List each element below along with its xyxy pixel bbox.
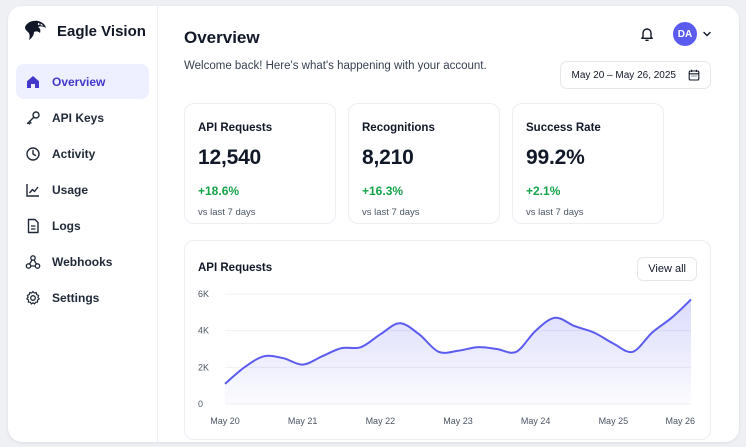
sidebar-item-usage[interactable]: Usage [16,172,149,207]
page-title: Overview [184,28,260,47]
chevron-down-icon[interactable] [701,28,713,40]
eagle-icon [22,18,48,44]
sidebar-item-overview[interactable]: Overview [16,64,149,99]
stat-period: vs last 7 days [526,207,584,218]
stat-period: vs last 7 days [198,207,256,218]
webhook-icon [24,253,42,271]
y-tick-label: 6K [198,289,209,299]
stat-period: vs last 7 days [362,207,420,218]
stats-cards: API Requests 12,540 +18.6% vs last 7 day… [184,103,676,224]
sidebar-item-activity[interactable]: Activity [16,136,149,171]
chart-icon [24,181,42,199]
page-subtitle: Welcome back! Here's what's happening wi… [184,60,487,72]
api-requests-chart: 0 2K 4K 6K May 20 May 21 May 22 May 23 May 24 May… [198,289,695,426]
key-icon [24,109,42,127]
chart-title: API Requests [198,262,273,274]
stat-label: Success Rate [526,122,601,134]
sidebar-item-label: Overview [52,74,106,89]
stat-label: Recognitions [362,122,435,134]
stat-card-recognitions: Recognitions 8,210 +16.3% vs last 7 days [348,103,500,224]
gear-icon [24,289,42,307]
sidebar: Eagle Vision Overview API Keys Activity [8,6,158,442]
stat-value: 12,540 [198,146,262,169]
stat-card-api-requests: API Requests 12,540 +18.6% vs last 7 day… [184,103,336,224]
y-tick-label: 2K [198,362,209,372]
sidebar-item-label: Activity [52,146,96,161]
main-content: Overview Welcome back! Here's what's hap… [158,6,739,442]
avatar[interactable]: DA [673,22,697,46]
sidebar-item-label: API Keys [52,110,105,125]
stat-delta: +2.1% [526,184,561,198]
sidebar-nav: Overview API Keys Activity Usage [8,64,157,315]
x-tick-label: May 21 [288,416,318,426]
date-range-picker[interactable]: May 20 – May 26, 2025 [560,61,711,89]
x-tick-label: May 20 [210,416,240,426]
stat-card-success-rate: Success Rate 99.2% +2.1% vs last 7 days [512,103,664,224]
date-range-label: May 20 – May 26, 2025 [571,69,676,81]
sidebar-item-api-keys[interactable]: API Keys [16,100,149,135]
stat-delta: +18.6% [198,184,240,198]
stat-value: 8,210 [362,146,414,169]
x-tick-label: May 23 [443,416,473,426]
topbar-actions: DA [637,22,713,46]
api-requests-chart-card: API Requests View all 0 2K 4K 6K May 20 May 2… [184,240,711,440]
calendar-icon [688,69,700,81]
brand[interactable]: Eagle Vision [8,18,157,44]
sidebar-item-label: Logs [52,218,81,233]
x-tick-label: May 22 [366,416,396,426]
y-tick-label: 0 [198,399,203,409]
stat-label: API Requests [198,122,273,134]
y-tick-label: 4K [198,326,209,336]
sidebar-item-label: Webhooks [52,254,113,269]
home-icon [24,73,42,91]
app-window: Eagle Vision Overview API Keys Activity [8,6,739,442]
sidebar-item-label: Settings [52,290,100,305]
series-line [224,298,692,385]
sidebar-item-logs[interactable]: Logs [16,208,149,243]
x-tick-label: May 26 [665,416,695,426]
bell-icon[interactable] [637,24,657,44]
stat-delta: +16.3% [362,184,404,198]
x-tick-label: May 25 [599,416,629,426]
clock-icon [24,145,42,163]
sidebar-item-webhooks[interactable]: Webhooks [16,244,149,279]
x-tick-label: May 24 [521,416,551,426]
brand-name: Eagle Vision [57,22,146,40]
view-all-button[interactable]: View all [637,257,697,281]
sidebar-item-label: Usage [52,182,89,197]
sidebar-item-settings[interactable]: Settings [16,280,149,315]
document-icon [24,217,42,235]
stat-value: 99.2% [526,146,585,169]
